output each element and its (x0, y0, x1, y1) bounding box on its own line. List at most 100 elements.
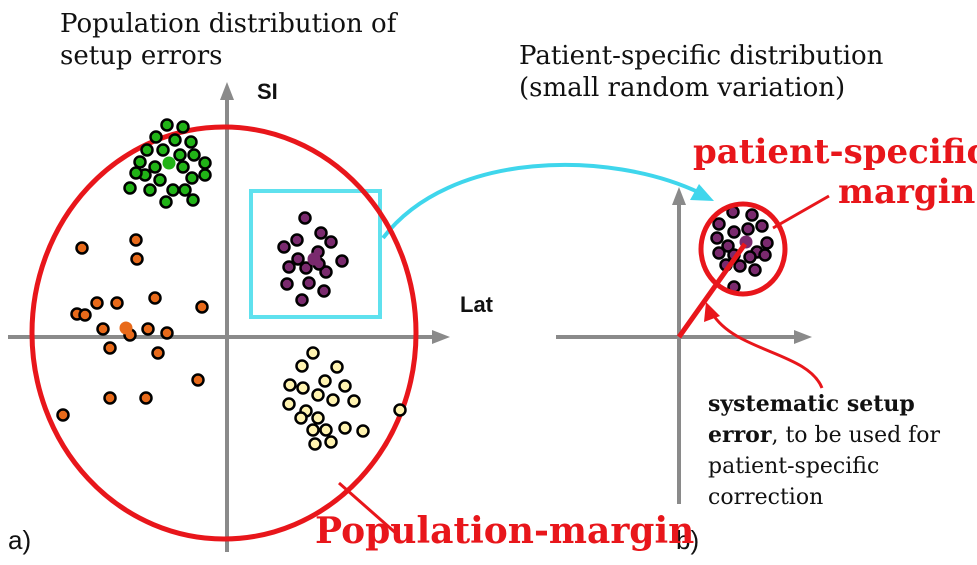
panel-b-title-line: Patient-specific distribution (519, 41, 884, 71)
yellow-setup-dot (330, 360, 344, 374)
orange-setup-dot (141, 322, 155, 336)
yellow-setup-dot (311, 388, 325, 402)
yellow-setup-dot (318, 374, 332, 388)
patient-b-setup-dot (748, 263, 762, 277)
yellow-setup-dot (324, 435, 338, 449)
annotation-line: patient-specific (708, 454, 880, 479)
purple-setup-dot (319, 265, 333, 279)
purple-setup-dot (295, 293, 309, 307)
annotation-line: correction (708, 485, 824, 510)
panel-b-title: Patient-specific distribution (small ran… (519, 40, 883, 104)
panel-a-y-axis-arrowhead (220, 82, 234, 100)
green-mean-dot (162, 156, 176, 170)
orange-setup-dot (129, 233, 143, 247)
purple-setup-dot (277, 240, 291, 254)
patient-margin-circle (698, 201, 788, 297)
orange-setup-dot (191, 373, 205, 387)
green-setup-dot (173, 148, 187, 162)
orange-setup-dot (160, 326, 174, 340)
yellow-setup-dot (296, 381, 310, 395)
panel-a-title-line: setup errors (60, 41, 223, 71)
purple-setup-dot (290, 233, 304, 247)
green-setup-dot (184, 135, 198, 149)
green-setup-dot (176, 160, 190, 174)
yellow-setup-dot (306, 423, 320, 437)
yellow-setup-dot (294, 411, 308, 425)
orange-setup-dot (75, 241, 89, 255)
orange-setup-dot (110, 296, 124, 310)
purple-mean-dot (307, 252, 321, 266)
green-setup-dot (149, 130, 163, 144)
green-setup-dot (178, 183, 192, 197)
panel-b-label: b) (676, 525, 700, 555)
patient-margin-label-line2: margin (838, 172, 976, 212)
zoom-connector-arrow (381, 162, 701, 240)
purple-setup-dot (282, 260, 296, 274)
green-setup-dot (159, 195, 173, 209)
patient-b-setup-dot (755, 219, 769, 233)
orange-setup-dot (78, 308, 92, 322)
patient-margin-label-line1: patient-specific (693, 132, 977, 172)
orange-setup-dot (130, 252, 144, 266)
systematic-error-vector (676, 242, 748, 339)
annotation-line: error, to be used for (708, 420, 940, 451)
yellow-setup-dot (356, 424, 370, 438)
yellow-setup-dot (308, 437, 322, 451)
panel-a-x-axis-arrowhead (432, 330, 450, 344)
yellow-setup-dot (295, 359, 309, 373)
green-setup-dot (153, 173, 167, 187)
patient-b-setup-dot (710, 231, 724, 245)
zoom-connector-arrowhead (690, 184, 714, 201)
orange-setup-dot (90, 296, 104, 310)
green-setup-dot (198, 156, 212, 170)
orange-setup-dot (96, 322, 110, 336)
population-margin-label: Population-margin (315, 510, 695, 552)
population-margin-ellipse (29, 124, 419, 542)
patient-b-setup-dot (760, 236, 774, 250)
dots-layer (56, 118, 774, 451)
green-setup-dot (140, 143, 154, 157)
panel-b-y-axis-arrowhead (672, 187, 686, 205)
orange-setup-dot (195, 300, 209, 314)
lat-axis-label: Lat (460, 292, 493, 317)
population-margin-pointer (338, 481, 399, 537)
panel-b-title-line: (small random variation) (519, 73, 846, 103)
purple-setup-dot (299, 261, 313, 275)
patient-b-setup-dot (721, 239, 735, 253)
yellow-setup-dot (347, 394, 361, 408)
yellow-setup-dot (326, 393, 340, 407)
panel-b-x-axis-arrowhead (794, 330, 812, 344)
annotation-bold-text: error (708, 422, 772, 448)
yellow-setup-dot (338, 379, 352, 393)
green-setup-dot (198, 168, 212, 182)
annotation-bold-text: systematic setup (708, 391, 915, 417)
green-setup-dot (148, 160, 162, 174)
panel-a-title-line: Population distribution of (60, 9, 397, 39)
green-setup-dot (143, 183, 157, 197)
purple-setup-dot (280, 277, 294, 291)
orange-setup-dot (148, 291, 162, 305)
orange-setup-dot (103, 391, 117, 405)
green-setup-dot (168, 133, 182, 147)
purple-setup-dot (298, 211, 312, 225)
yellow-setup-dot (338, 421, 352, 435)
patient-b-setup-dot (745, 208, 759, 222)
purple-setup-dot (314, 226, 328, 240)
patient-b-setup-dot (733, 259, 747, 273)
orange-mean-dot (119, 321, 133, 335)
orange-setup-dot (56, 408, 70, 422)
systematic-error-annotation: systematic setup error, to be used for p… (708, 389, 940, 513)
yellow-setup-dot (311, 411, 325, 425)
patient-b-setup-dot (712, 217, 726, 231)
patient-b-setup-dot (712, 246, 726, 260)
patient-margin-pointer (772, 194, 830, 230)
purple-setup-dot (324, 235, 338, 249)
green-setup-dot (123, 181, 137, 195)
yellow-setup-dot (306, 346, 320, 360)
orange-setup-dot (139, 391, 153, 405)
green-setup-dot (160, 118, 174, 132)
green-setup-dot (133, 155, 147, 169)
orange-setup-dot (103, 341, 117, 355)
